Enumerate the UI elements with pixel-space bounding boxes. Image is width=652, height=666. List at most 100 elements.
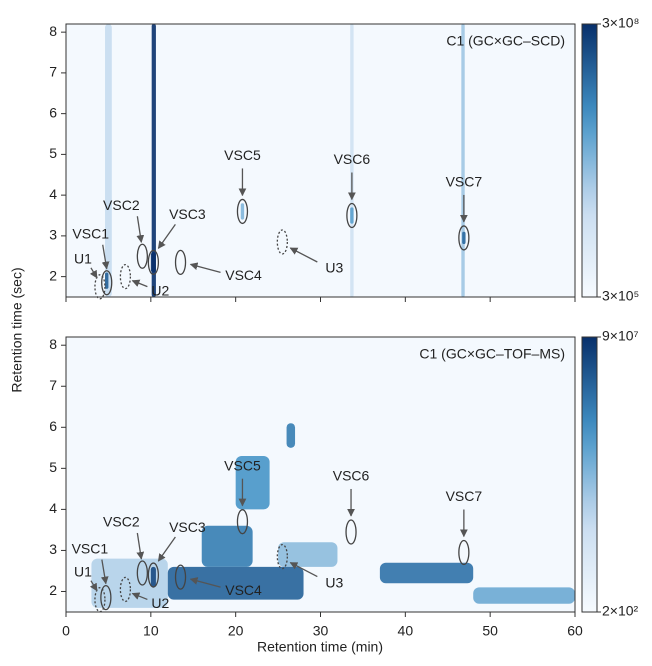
y-tick-label: 7 <box>49 377 57 393</box>
peak-marker <box>101 270 113 296</box>
heatmap-cell <box>105 24 112 297</box>
peak-marker <box>136 243 149 269</box>
peak-label: U3 <box>325 260 343 276</box>
y-tick-label: 4 <box>49 186 57 202</box>
x-tick-label: 40 <box>398 623 414 639</box>
peak-marker <box>276 229 288 255</box>
y-tick-label: 5 <box>49 145 57 161</box>
heatmap-cell <box>379 562 474 584</box>
peak-label: U2 <box>151 282 169 298</box>
peak-arrow <box>157 223 176 250</box>
heatmap-cell <box>150 566 156 588</box>
peak-marker <box>119 263 132 290</box>
peak-marker <box>276 543 288 570</box>
peak-label: VSC6 <box>334 151 371 167</box>
y-tick-label: 7 <box>49 64 57 80</box>
x-tick-label: 20 <box>228 623 244 639</box>
peak-arrow <box>136 216 145 244</box>
y-tick-label: 2 <box>49 582 57 598</box>
heatmap-cell <box>105 272 109 289</box>
heatmap-cell <box>278 542 338 567</box>
peak-label: VSC3 <box>169 519 206 535</box>
peak-label: VSC7 <box>446 174 483 190</box>
peak-marker <box>174 249 187 276</box>
peak-marker <box>100 584 112 611</box>
heatmap-cell <box>350 207 354 224</box>
heatmap-cell <box>167 566 304 600</box>
peak-arrow <box>101 244 110 270</box>
peak-label: VSC3 <box>169 206 206 222</box>
peak-arrow <box>131 279 148 288</box>
heatmap-cell <box>473 587 575 604</box>
peak-arrow <box>89 267 98 279</box>
peak-label: VSC4 <box>225 582 262 598</box>
peak-marker <box>136 560 149 586</box>
heatmap-cell <box>240 203 245 220</box>
y-tick-label: 6 <box>49 104 57 120</box>
peak-marker <box>94 274 106 300</box>
peak-marker <box>458 225 470 251</box>
peak-marker <box>458 539 470 566</box>
y-tick-label: 2 <box>49 267 57 283</box>
panel-title: C1 (GC×GC–TOF–MS) <box>419 346 565 362</box>
peak-label: U3 <box>325 574 343 590</box>
y-tick-label: 6 <box>49 418 57 434</box>
y-tick-label: 5 <box>49 459 57 475</box>
y-tick-label: 8 <box>49 23 57 39</box>
x-tick-label: 0 <box>62 623 70 639</box>
colorbar-tick-label: 9×10⁷ <box>602 328 639 344</box>
peak-marker <box>236 509 249 535</box>
peak-arrow <box>289 247 318 263</box>
peak-arrow <box>189 262 221 273</box>
colorbar <box>581 23 598 298</box>
colorbar-tick-label: 3×10⁸ <box>602 15 640 31</box>
peak-marker <box>147 249 160 276</box>
y-tick-label: 4 <box>49 500 57 516</box>
heatmap-cell <box>150 252 156 273</box>
peak-label: VSC2 <box>103 197 140 213</box>
peak-marker <box>94 587 106 613</box>
colorbar-tick-label: 3×10⁵ <box>602 288 639 304</box>
peak-label: U2 <box>151 595 169 611</box>
y-tick-label: 8 <box>49 336 57 352</box>
peak-arrow <box>189 577 221 588</box>
heatmap-cells <box>105 24 466 297</box>
peak-label: VSC7 <box>446 488 483 504</box>
heatmap-cell <box>201 525 253 567</box>
x-tick-label: 50 <box>482 623 498 639</box>
x-tick-label: 60 <box>567 623 583 639</box>
heatmap-cell <box>350 24 354 297</box>
y-axis-label: Retention time (sec) <box>9 267 25 392</box>
peak-label: VSC1 <box>72 540 109 556</box>
heatmap-cells <box>91 423 575 608</box>
plot-background <box>66 24 575 297</box>
heatmap-cell <box>286 423 296 448</box>
colorbar <box>581 336 598 613</box>
peak-arrow <box>136 532 145 560</box>
heatmap-cell <box>462 231 466 245</box>
peak-marker <box>236 198 249 225</box>
peak-marker <box>345 519 357 545</box>
peak-arrow <box>131 592 148 601</box>
peak-marker <box>119 576 132 603</box>
x-axis-label: Retention time (min) <box>257 639 383 655</box>
peak-arrow <box>89 580 98 592</box>
panel-title: C1 (GC×GC–SCD) <box>446 33 565 49</box>
x-tick-label: 30 <box>313 623 329 639</box>
peak-arrow <box>157 536 176 562</box>
peak-label: VSC4 <box>225 267 262 283</box>
peak-marker <box>174 564 187 590</box>
heatmap-cell <box>461 24 465 297</box>
peak-label: VSC6 <box>333 468 370 484</box>
peak-marker <box>346 202 358 229</box>
peak-label: U1 <box>74 251 92 267</box>
peak-arrow <box>289 562 318 578</box>
peak-label: VSC2 <box>103 514 140 530</box>
heatmap-cell <box>151 24 156 297</box>
x-tick-label: 10 <box>143 623 159 639</box>
peak-label: VSC5 <box>224 147 261 163</box>
peak-arrow <box>100 559 109 585</box>
colorbar-tick-label: 2×10² <box>602 603 639 619</box>
heatmap-cell <box>235 456 270 510</box>
y-tick-label: 3 <box>49 541 57 557</box>
